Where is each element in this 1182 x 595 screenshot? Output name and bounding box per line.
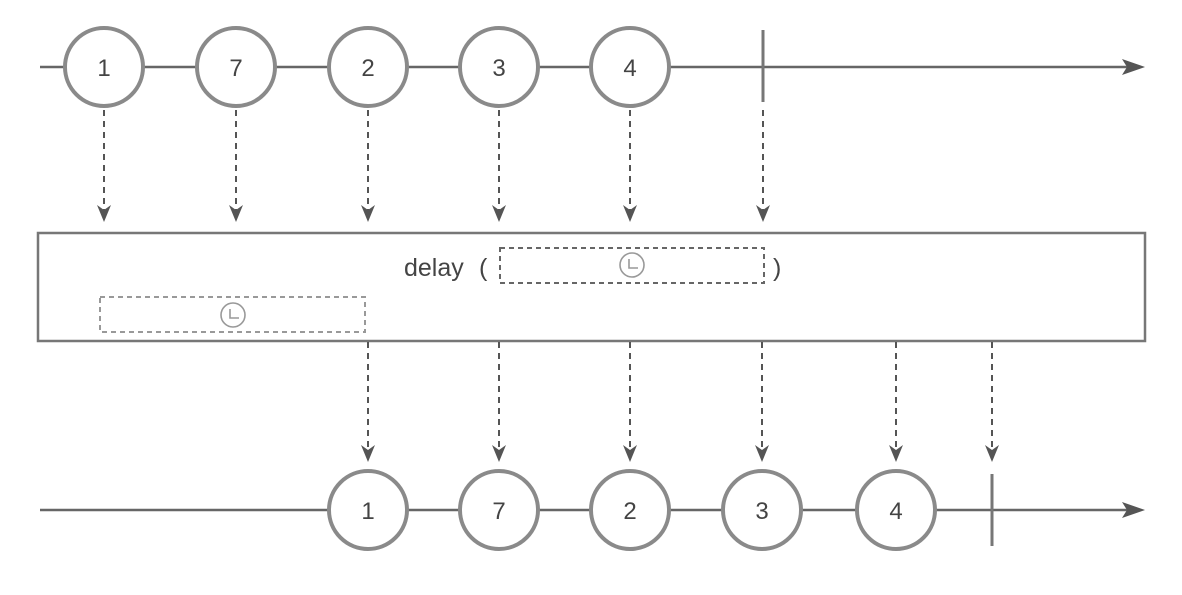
marble: 3 bbox=[721, 469, 803, 551]
dashed-arrow bbox=[361, 342, 375, 462]
marble: 2 bbox=[327, 26, 409, 108]
arrow-down-icon bbox=[755, 445, 769, 462]
marble-label: 3 bbox=[755, 498, 768, 525]
dashed-arrow bbox=[985, 342, 999, 462]
input-timeline-arrow-icon bbox=[1122, 59, 1145, 75]
marble-circle bbox=[721, 469, 803, 551]
marble: 7 bbox=[195, 26, 277, 108]
output-timeline-arrow-icon bbox=[1122, 502, 1145, 518]
output-marbles: 1 7 2 3 4 bbox=[327, 469, 937, 551]
input-dashed-arrows bbox=[97, 110, 770, 222]
marble-circle bbox=[327, 26, 409, 108]
dashed-arrow bbox=[492, 342, 506, 462]
arrow-down-icon bbox=[756, 205, 770, 222]
marble-label: 4 bbox=[623, 55, 636, 82]
marble: 1 bbox=[63, 26, 145, 108]
operator-name: delay bbox=[404, 254, 464, 282]
dashed-arrow bbox=[492, 110, 506, 222]
operator-box-frame bbox=[36, 231, 1147, 343]
marble-circle bbox=[327, 469, 409, 551]
arrow-down-icon bbox=[492, 445, 506, 462]
marble: 4 bbox=[855, 469, 937, 551]
marble-circle bbox=[458, 26, 540, 108]
marble-label: 1 bbox=[361, 498, 374, 525]
clock-icon bbox=[619, 252, 645, 278]
dashed-arrow bbox=[755, 342, 769, 462]
marble-label: 7 bbox=[492, 498, 505, 525]
operator-open-paren: ( bbox=[479, 254, 488, 282]
marble-label: 7 bbox=[229, 55, 242, 82]
marble: 1 bbox=[327, 469, 409, 551]
operator-box: delay ( ) bbox=[36, 231, 1147, 343]
clock-icon bbox=[220, 302, 246, 328]
arrow-down-icon bbox=[361, 205, 375, 222]
arrow-down-icon bbox=[492, 205, 506, 222]
dashed-arrow bbox=[623, 110, 637, 222]
marble: 7 bbox=[458, 469, 540, 551]
dashed-arrow bbox=[756, 110, 770, 222]
dashed-arrow bbox=[623, 342, 637, 462]
marble-label: 3 bbox=[492, 55, 505, 82]
dashed-arrow bbox=[361, 110, 375, 222]
marble-circle bbox=[458, 469, 540, 551]
marble: 4 bbox=[589, 26, 671, 108]
arrow-down-icon bbox=[889, 445, 903, 462]
marble-circle bbox=[589, 26, 671, 108]
arrow-down-icon bbox=[985, 445, 999, 462]
arrow-down-icon bbox=[229, 205, 243, 222]
marble: 3 bbox=[458, 26, 540, 108]
arrow-down-icon bbox=[361, 445, 375, 462]
marble-circle bbox=[855, 469, 937, 551]
marble: 2 bbox=[589, 469, 671, 551]
input-marbles: 1 7 2 3 4 bbox=[63, 26, 671, 108]
marble-label: 4 bbox=[889, 498, 902, 525]
arrow-down-icon bbox=[623, 445, 637, 462]
marble-label: 2 bbox=[361, 55, 374, 82]
arrow-down-icon bbox=[623, 205, 637, 222]
marble-circle bbox=[195, 26, 277, 108]
dashed-arrow bbox=[97, 110, 111, 222]
dashed-arrow bbox=[229, 110, 243, 222]
marble-label: 1 bbox=[97, 55, 110, 82]
operator-argument-box bbox=[499, 247, 765, 284]
delay-duration-indicator bbox=[99, 296, 366, 333]
dashed-arrow bbox=[889, 342, 903, 462]
marble-label: 2 bbox=[623, 498, 636, 525]
operator-close-paren: ) bbox=[773, 254, 781, 282]
arrow-down-icon bbox=[97, 205, 111, 222]
marble-circle bbox=[589, 469, 671, 551]
marble-circle bbox=[63, 26, 145, 108]
output-dashed-arrows bbox=[361, 342, 999, 462]
